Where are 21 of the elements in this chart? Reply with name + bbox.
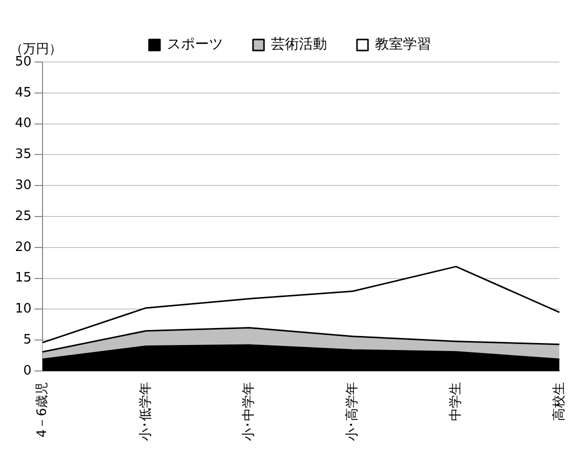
y-tick-label: 25 xyxy=(14,208,32,224)
y-tick-label: 15 xyxy=(14,270,32,286)
x-tick-label: 中学生 xyxy=(448,382,464,421)
x-tick-label: 高校生 xyxy=(550,382,567,421)
y-tick-label: 20 xyxy=(14,240,32,255)
x-tick-label: 小･中学年 xyxy=(242,382,257,441)
y-tick-label: 30 xyxy=(14,178,32,193)
y-tick-label: 50 xyxy=(14,54,32,70)
legend-label: スポーツ xyxy=(167,36,223,53)
x-tick-label: 4－6歳児 xyxy=(34,382,50,438)
y-tick-label: 0 xyxy=(23,363,32,378)
y-tick-label: 40 xyxy=(14,116,32,132)
y-axis-title: （万円） xyxy=(10,42,62,57)
legend-label: 教室学習 xyxy=(375,36,431,53)
y-tick-label: 10 xyxy=(14,302,32,317)
legend-label: 芸術活動 xyxy=(271,36,327,53)
x-tick-label: 小･低学年 xyxy=(138,382,154,441)
y-tick-label: 45 xyxy=(14,85,32,100)
x-tick-label: 小･高学年 xyxy=(344,382,360,441)
y-tick-label: 35 xyxy=(14,147,32,162)
y-tick-label: 5 xyxy=(23,332,32,348)
